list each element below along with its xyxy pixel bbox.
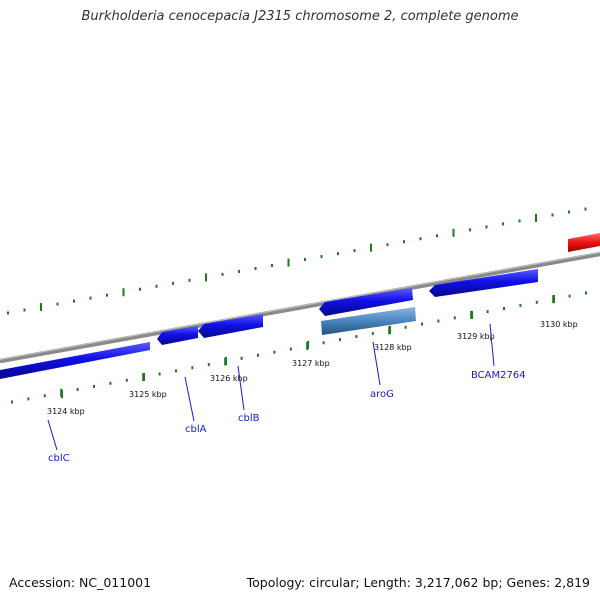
gene-label-leaders: [47, 323, 495, 451]
gene-label-cblC[interactable]: cblC: [48, 453, 70, 464]
gene-arrow-cblC: [0, 342, 150, 379]
tick-label-3129: 3129 kbp: [457, 332, 495, 341]
leader-line-cblC: [47, 419, 58, 451]
gene-arrow-red: [568, 233, 600, 252]
chromosome-backbone-highlight: [0, 252, 600, 360]
tick-label-3128: 3128 kbp: [374, 343, 412, 352]
gene-arrow-cblA: [157, 326, 198, 345]
chromosome-backbone: [0, 251, 600, 364]
leader-line-cblB: [237, 365, 245, 411]
genome-summary-text: Topology: circular; Length: 3,217,062 bp…: [246, 575, 590, 590]
gene-arrow-aroG: [319, 288, 413, 316]
leader-line-aroG: [372, 341, 381, 386]
gene-label-cblB[interactable]: cblB: [238, 413, 260, 424]
gene-label-aroG[interactable]: aroG: [370, 389, 394, 400]
outer-minor-ticks: [7, 207, 587, 315]
gene-arrow-cblB: [198, 314, 263, 338]
tick-label-3124: 3124 kbp: [47, 407, 85, 416]
leader-line-cblA: [184, 376, 195, 422]
tick-label-3125: 3125 kbp: [129, 390, 167, 399]
accession-text: Accession: NC_011001: [9, 575, 152, 590]
tick-label-3130: 3130 kbp: [540, 320, 578, 329]
map-title: Burkholderia cenocepacia J2315 chromosom…: [81, 9, 519, 24]
gene-arrow-BCAM2764: [429, 269, 538, 297]
gene-arrow-steel: [321, 307, 416, 335]
major-ticks: [61, 295, 555, 398]
gene-label-BCAM2764[interactable]: BCAM2764: [471, 370, 526, 381]
gene-label-cblA[interactable]: cblA: [185, 424, 207, 435]
leader-line-BCAM2764: [489, 323, 495, 367]
tick-label-3127: 3127 kbp: [292, 359, 330, 368]
tick-label-3126: 3126 kbp: [210, 374, 248, 383]
